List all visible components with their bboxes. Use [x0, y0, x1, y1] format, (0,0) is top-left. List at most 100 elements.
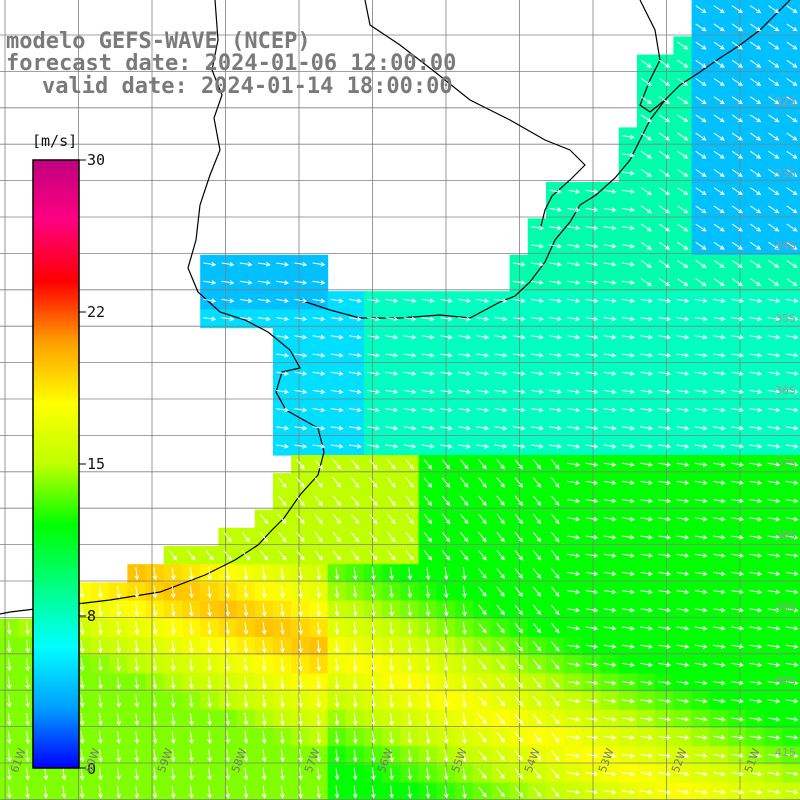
wind-vector-arrow: [551, 513, 560, 525]
wind-vector-arrow: [514, 786, 524, 798]
wind-vector-arrow: [658, 571, 672, 577]
wind-vector-arrow: [443, 640, 449, 654]
wind-vector-arrow: [296, 550, 305, 561]
wind-vector-arrow: [407, 658, 413, 672]
wind-vector-arrow: [532, 659, 542, 670]
wind-vector-arrow: [731, 753, 745, 759]
wind-vector-arrow: [731, 241, 743, 250]
wind-vector-arrow: [694, 607, 708, 613]
wind-vector-arrow: [603, 498, 617, 504]
wind-vector-arrow: [677, 187, 689, 196]
wind-vector-arrow: [731, 169, 743, 177]
wind-vector-arrow: [658, 371, 672, 376]
wind-vector-arrow: [749, 316, 763, 322]
wind-vector-arrow: [731, 626, 745, 631]
wind-vector-arrow: [441, 531, 451, 543]
wind-vector-arrow: [334, 621, 340, 635]
wind-vector-arrow: [658, 644, 672, 649]
wind-vector-arrow: [439, 389, 453, 395]
wind-vector-arrow: [98, 767, 103, 781]
coastline-uruguay-interior: [364, 0, 586, 231]
wind-vector-arrow: [677, 96, 689, 105]
wind-vector-arrow: [731, 334, 745, 340]
wind-vector-arrow: [640, 498, 654, 504]
wind-vector-arrow: [352, 731, 358, 745]
wind-vector-arrow: [530, 353, 544, 358]
wind-vector-arrow: [116, 749, 121, 763]
wind-vector-arrow: [749, 662, 763, 668]
wind-vector-arrow: [768, 41, 780, 50]
wind-vector-arrow: [512, 298, 526, 304]
wind-vector-arrow: [458, 298, 472, 304]
wind-vector-arrow: [225, 567, 231, 581]
wind-vector-arrow: [549, 298, 563, 304]
wind-vector-arrow: [298, 749, 303, 763]
wind-vector-arrow: [640, 535, 654, 540]
wind-vector-arrow: [785, 389, 799, 395]
wind-vector-arrow: [731, 607, 745, 613]
wind-vector-arrow: [187, 550, 196, 561]
wind-vector-arrow: [640, 278, 652, 287]
wind-vector-arrow: [98, 621, 103, 635]
wind-vector-arrow: [294, 425, 308, 431]
wind-vector-arrow: [676, 789, 690, 795]
wind-vector-arrow: [677, 241, 689, 250]
wind-vector-arrow: [731, 498, 745, 504]
wind-vector-arrow: [532, 531, 542, 543]
wind-vector-arrow: [170, 694, 176, 708]
wind-vector-arrow: [750, 278, 762, 287]
wind-vector-arrow: [367, 334, 381, 340]
wind-vector-arrow: [389, 640, 394, 654]
wind-vector-arrow: [621, 717, 635, 722]
wind-vector-arrow: [658, 462, 672, 467]
wind-vector-arrow: [7, 621, 12, 635]
wind-vector-arrow: [712, 444, 726, 449]
wind-vector-arrow: [621, 498, 635, 504]
wind-vector-arrow: [350, 459, 360, 470]
wind-vector-arrow: [676, 662, 690, 668]
wind-vector-arrow: [640, 334, 654, 340]
wind-vector-arrow: [496, 604, 505, 616]
wind-vector-arrow: [225, 785, 231, 799]
wind-vector-arrow: [496, 568, 505, 579]
wind-vector-arrow: [423, 495, 433, 507]
wind-vector-arrow: [496, 622, 505, 634]
wind-vector-arrow: [243, 785, 249, 799]
wind-vector-arrow: [713, 278, 725, 287]
wind-vector-arrow: [43, 767, 49, 781]
wind-vector-arrow: [585, 571, 599, 577]
wind-vector-arrow: [369, 531, 378, 543]
wind-vector-arrow: [551, 477, 560, 488]
wind-vector-arrow: [407, 640, 413, 654]
wind-vector-arrow: [694, 353, 708, 358]
wind-vector-arrow: [170, 567, 176, 581]
wind-vector-arrow: [621, 334, 635, 340]
wind-vector-arrow: [514, 550, 524, 561]
wind-vector-arrow: [405, 477, 414, 488]
wind-vector-arrow: [621, 425, 635, 431]
wind-vector-arrow: [439, 425, 453, 431]
wind-vector-arrow: [621, 735, 635, 740]
wind-vector-arrow: [658, 498, 672, 504]
wind-vector-arrow: [676, 407, 690, 413]
wind-vector-arrow: [768, 5, 780, 14]
wind-vector-arrow: [514, 677, 524, 689]
wind-vector-arrow: [348, 353, 362, 358]
wind-vector-arrow: [514, 586, 524, 598]
wind-vector-arrow: [316, 658, 322, 672]
wind-vector-arrow: [170, 785, 176, 799]
wind-vector-arrow: [261, 640, 267, 654]
wind-vector-arrow: [189, 749, 194, 763]
wind-vector-arrow: [785, 753, 799, 759]
wind-vector-arrow: [334, 676, 340, 690]
wind-vector-arrow: [532, 713, 542, 725]
wind-vector-arrow: [225, 694, 231, 708]
wind-vector-arrow: [713, 23, 725, 32]
wind-vector-arrow: [603, 207, 617, 213]
wind-vector-arrow: [567, 225, 581, 231]
wind-vector-arrow: [786, 150, 798, 159]
wind-vector-arrow: [731, 23, 743, 32]
wind-vector-arrow: [261, 676, 267, 690]
wind-vector-arrow: [585, 516, 599, 522]
wind-vector-arrow: [658, 516, 672, 522]
